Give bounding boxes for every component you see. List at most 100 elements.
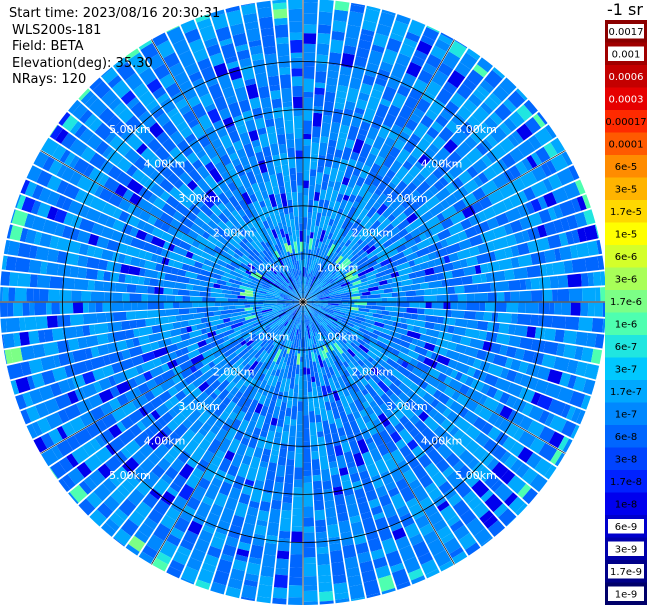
- range-gate: [311, 313, 322, 326]
- range-gate: [69, 227, 81, 241]
- range-gate: [20, 345, 35, 361]
- range-gate: [140, 343, 153, 354]
- range-gate: [153, 478, 170, 496]
- range-gate: [327, 180, 335, 188]
- range-gate: [328, 52, 342, 66]
- range-gate: [177, 401, 186, 411]
- range-gate: [279, 272, 290, 284]
- range-gate: [136, 219, 146, 230]
- range-gate: [336, 319, 350, 329]
- range-gate: [154, 263, 165, 272]
- range-gate: [297, 333, 300, 339]
- range-gate: [387, 486, 400, 498]
- range-gate: [273, 481, 284, 492]
- range-gate: [39, 289, 49, 302]
- range-gate: [288, 244, 293, 254]
- range-gate: [202, 246, 217, 257]
- range-gate: [294, 316, 299, 329]
- range-gate: [242, 363, 251, 373]
- range-gate: [270, 271, 278, 278]
- range-gate: [323, 262, 328, 269]
- range-gate: [489, 92, 502, 106]
- range-gate: [327, 523, 340, 539]
- ray-18: [306, 112, 548, 300]
- range-gate: [321, 244, 328, 257]
- range-gate: [378, 352, 389, 362]
- colorbar-tick-label: 1e-9: [615, 589, 638, 600]
- range-gate: [548, 302, 555, 315]
- range-gate: [59, 289, 72, 302]
- range-gate: [356, 352, 366, 362]
- range-gate: [257, 159, 268, 174]
- range-gate: [160, 369, 176, 382]
- range-gate: [377, 235, 389, 246]
- range-gate: [458, 407, 469, 418]
- range-gate: [322, 234, 329, 244]
- range-gate: [548, 431, 565, 449]
- range-gate: [10, 209, 16, 224]
- range-gate: [383, 198, 393, 208]
- range-gate: [317, 354, 324, 368]
- range-gate: [66, 453, 79, 468]
- range-gate: [277, 222, 284, 230]
- range-gate: [352, 280, 362, 286]
- range-gate: [443, 386, 456, 398]
- range-gate: [530, 180, 549, 198]
- range-gate: [482, 341, 493, 352]
- range-gate: [304, 267, 307, 279]
- range-gate: [187, 229, 199, 240]
- range-gate: [242, 318, 253, 325]
- range-gate: [567, 273, 582, 288]
- range-gate: [223, 346, 237, 358]
- range-gate: [384, 136, 396, 148]
- range-gate: [425, 568, 440, 579]
- range-gate: [372, 135, 386, 151]
- range-gate: [480, 138, 493, 152]
- range-gate: [317, 241, 323, 249]
- range-gate: [87, 181, 100, 195]
- range-gate: [594, 287, 601, 302]
- range-gate: [128, 535, 146, 552]
- range-gate: [246, 506, 259, 517]
- range-gate: [138, 90, 156, 107]
- range-gate: [173, 179, 184, 190]
- ray-103: [58, 112, 300, 300]
- range-gate: [332, 20, 347, 33]
- range-gate: [550, 449, 563, 465]
- range-gate: [295, 158, 303, 173]
- range-gate: [165, 506, 181, 521]
- range-gate: [359, 274, 367, 280]
- range-gate: [513, 267, 528, 280]
- range-gate: [103, 495, 120, 512]
- range-gate: [191, 485, 207, 502]
- range-gate: [423, 357, 438, 369]
- range-gate: [77, 267, 88, 279]
- range-gate: [217, 212, 230, 224]
- range-gate: [287, 296, 300, 301]
- range-gate: [441, 262, 454, 272]
- range-gate: [150, 396, 164, 409]
- range-gate: [530, 152, 543, 166]
- range-gate: [381, 297, 388, 302]
- range-gate: [238, 199, 249, 211]
- range-gate: [137, 302, 148, 311]
- range-gate: [480, 179, 498, 196]
- range-gate: [46, 190, 61, 207]
- range-gate: [192, 377, 204, 389]
- range-gate: [329, 549, 344, 564]
- range-gate: [111, 362, 123, 374]
- range-gate: [277, 55, 290, 68]
- range-gate: [401, 376, 413, 388]
- range-gate: [212, 353, 227, 366]
- colorbar-tick-label: 6e-5: [615, 162, 638, 173]
- range-gate: [381, 85, 397, 103]
- range-gate: [427, 241, 443, 253]
- range-gate: [368, 341, 383, 353]
- range-gate: [575, 331, 588, 346]
- range-gate: [492, 173, 509, 189]
- range-gate: [382, 273, 392, 281]
- range-gate: [396, 212, 408, 223]
- range-gate: [509, 177, 526, 194]
- range-gate: [205, 188, 219, 202]
- range-gate: [248, 360, 259, 373]
